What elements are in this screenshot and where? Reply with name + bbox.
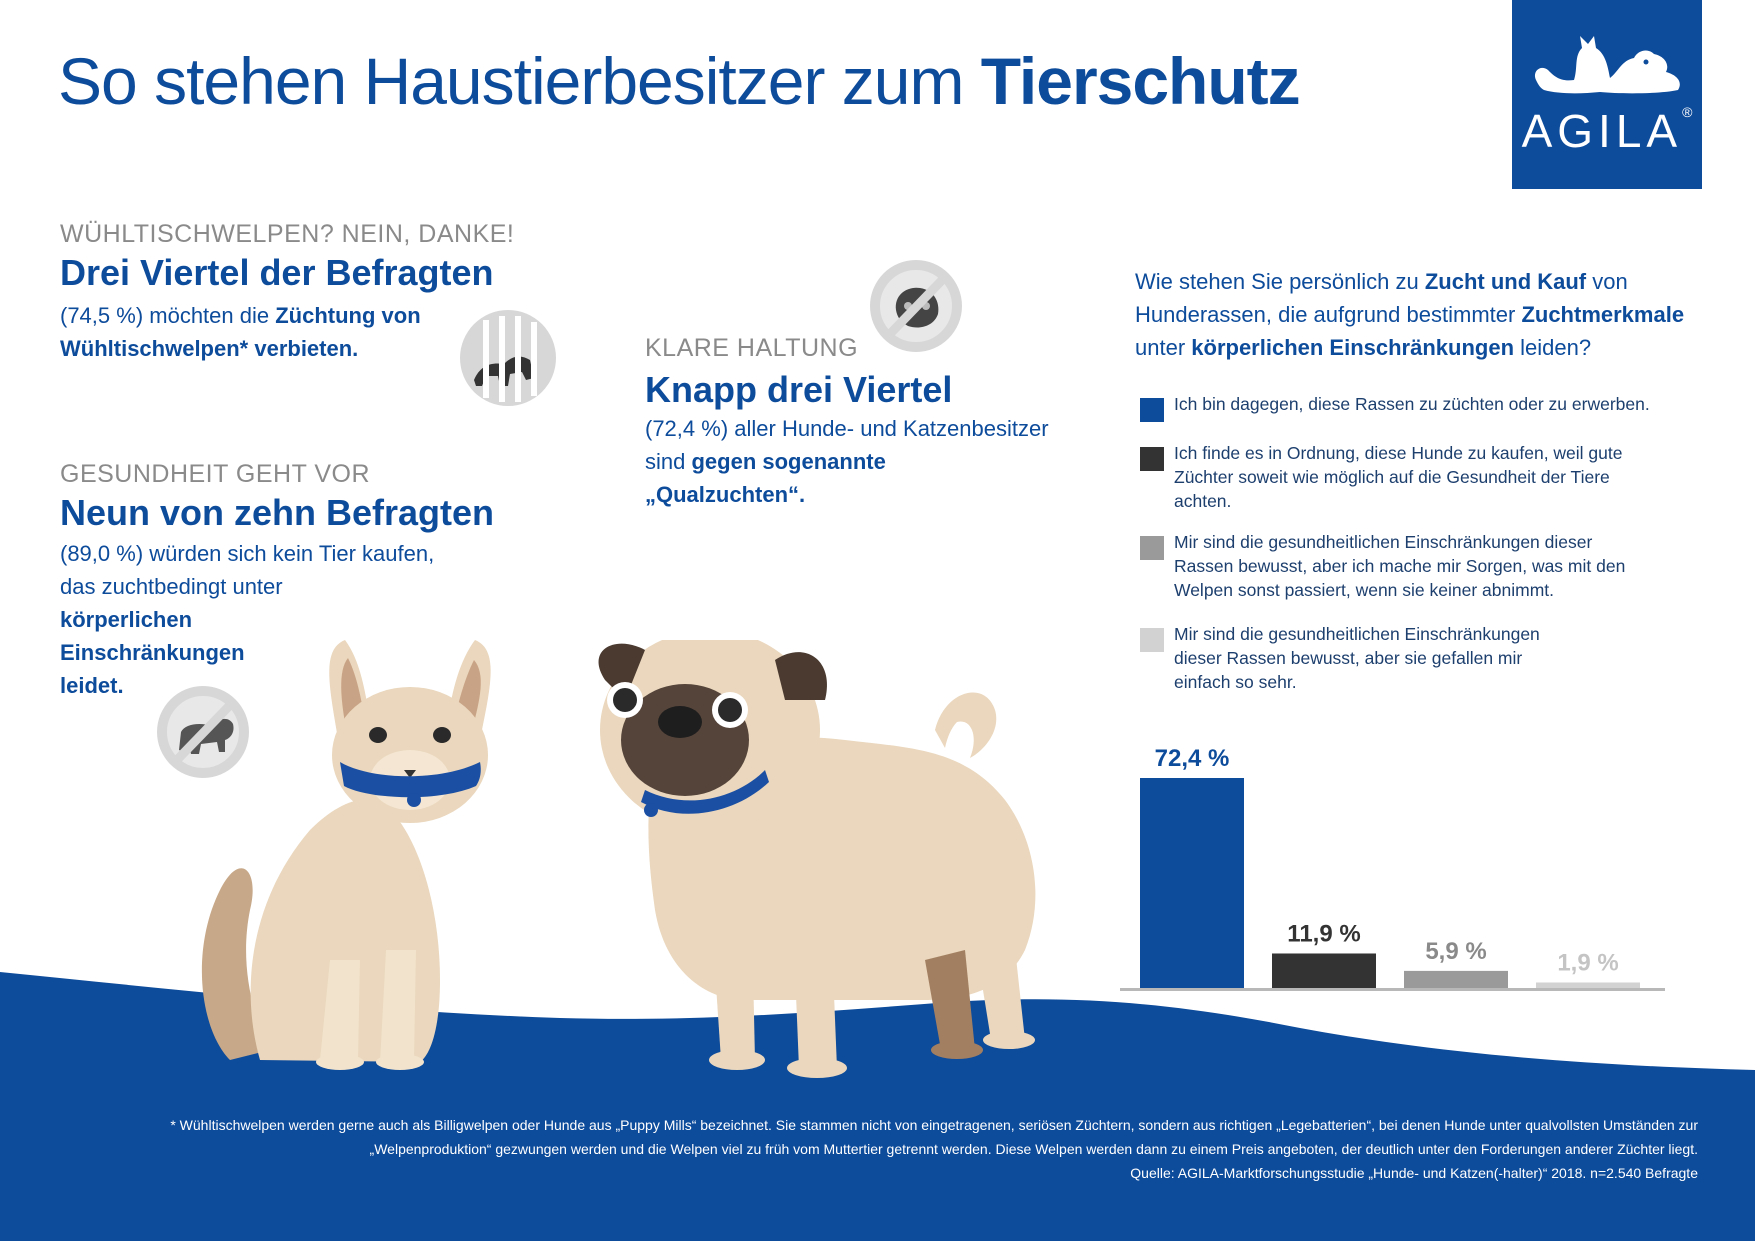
title-regular: So stehen Haustierbesitzer zum <box>58 44 981 118</box>
health-headline: Neun von zehn Befragten <box>60 492 495 533</box>
registered-mark: ® <box>1682 104 1693 120</box>
caged-dog-icon <box>460 310 556 406</box>
legend-label: Ich finde es in Ordnung, diese Hunde zu … <box>1174 443 1623 511</box>
legend-swatch <box>1140 536 1164 560</box>
question-part-2: von Hunderassen, die aufgrund bestimmter <box>1135 269 1628 327</box>
puppies-kicker: WÜHLTISCHWELPEN? NEIN, DANKE! <box>60 220 515 248</box>
health-text-bold-2: Einschränkungen <box>60 640 245 665</box>
puppies-text-bold: Züchtung von <box>275 303 421 328</box>
no-flat-face-icon <box>868 258 964 354</box>
health-kicker: GESUNDHEIT GEHT VOR <box>60 460 371 488</box>
bar-value-label: 11,9 % <box>1287 920 1360 947</box>
health-text-line1: (89,0 %) würden sich kein Tier kaufen, <box>60 541 435 566</box>
clear-text-bold-1: gegen sogenannte <box>691 449 886 474</box>
bar-4 <box>1536 982 1640 988</box>
bar-value-label: 5,9 % <box>1425 938 1486 965</box>
bar-1 <box>1140 778 1244 988</box>
question-part-4: leiden? <box>1514 335 1592 360</box>
bar-value-label: 1,9 % <box>1557 949 1618 976</box>
question-part-1: Wie stehen Sie persönlich zu <box>1135 269 1425 294</box>
puppies-headline: Drei Viertel der Befragten <box>60 252 494 293</box>
bar-3 <box>1404 970 1508 988</box>
legend-item: Ich finde es in Ordnung, diese Hunde zu … <box>1140 441 1680 517</box>
clear-headline: Knapp drei Viertel <box>645 369 953 410</box>
puppies-text: (74,5 %) möchten die Züchtung von Wühlti… <box>60 299 460 365</box>
footnote-line-2: „Welpenproduktion“ gezwungen werden und … <box>369 1141 1698 1157</box>
no-bulldog-icon <box>155 684 251 780</box>
clear-text-bold-2: „Qualzuchten“. <box>645 482 806 507</box>
legend-label: Mir sind die gesundheitlichen Einschränk… <box>1174 624 1540 692</box>
bar-chart: 72,4 % 11,9 % 5,9 % 1,9 % <box>1120 745 1665 991</box>
clear-text: (72,4 %) aller Hunde- und Katzenbesitzer… <box>645 412 1095 511</box>
blue-wave-background <box>0 972 1755 1241</box>
source-note: Quelle: AGILA-Marktforschungsstudie „Hun… <box>1130 1165 1698 1181</box>
legend-label: Ich bin dagegen, diese Rassen zu züchten… <box>1174 394 1650 414</box>
agila-logo[interactable]: AGILA® <box>1512 0 1702 189</box>
legend-item: Mir sind die gesundheitlichen Einschränk… <box>1140 622 1680 698</box>
puppies-text-regular: (74,5 %) möchten die <box>60 303 276 328</box>
health-text: (89,0 %) würden sich kein Tier kaufen, d… <box>60 537 480 702</box>
clear-text-line1: (72,4 %) aller Hunde- und Katzenbesitzer <box>645 416 1049 441</box>
puppies-text-bold-2: Wühltischwelpen* verbieten. <box>60 336 359 361</box>
health-text-bold-1: körperlichen <box>60 607 193 632</box>
legend-swatch <box>1140 628 1164 652</box>
bar-2 <box>1272 953 1376 988</box>
page-title: So stehen Haustierbesitzer zum Tierschut… <box>58 48 1301 114</box>
legend-item: Ich bin dagegen, diese Rassen zu züchten… <box>1140 392 1680 422</box>
title-bold: Tierschutz <box>980 44 1301 118</box>
question-bold-3: körperlichen Einschränkungen <box>1191 335 1515 360</box>
question-bold-2: Zuchtmerkmale <box>1521 302 1685 327</box>
legend-label: Mir sind die gesundheitlichen Einschränk… <box>1174 532 1626 600</box>
legend-item: Mir sind die gesundheitlichen Einschränk… <box>1140 530 1680 606</box>
footnote-line-1: * Wühltischwelpen werden gerne auch als … <box>170 1117 1698 1133</box>
bar-value-label: 72,4 % <box>1155 745 1230 772</box>
logo-wordmark: AGILA <box>1521 105 1683 157</box>
clear-kicker: KLARE HALTUNG <box>645 334 859 362</box>
question-part-3: unter <box>1135 335 1192 360</box>
legend-swatch <box>1140 398 1164 422</box>
health-text-bold-3: leidet. <box>60 673 124 698</box>
cat-dog-logo-icon <box>1534 36 1680 94</box>
footnote: * Wühltischwelpen werden gerne auch als … <box>60 1113 1698 1161</box>
pug-illustration <box>598 640 1036 1078</box>
clear-text-line2: sind <box>645 449 692 474</box>
question-bold-1: Zucht und Kauf <box>1424 269 1587 294</box>
health-text-line2: das zuchtbedingt unter <box>60 574 283 599</box>
survey-question: Wie stehen Sie persönlich zu Zucht und K… <box>1135 265 1725 364</box>
legend-swatch <box>1140 447 1164 471</box>
logo-text: AGILA® <box>1512 104 1702 158</box>
cat-illustration <box>201 640 491 1070</box>
